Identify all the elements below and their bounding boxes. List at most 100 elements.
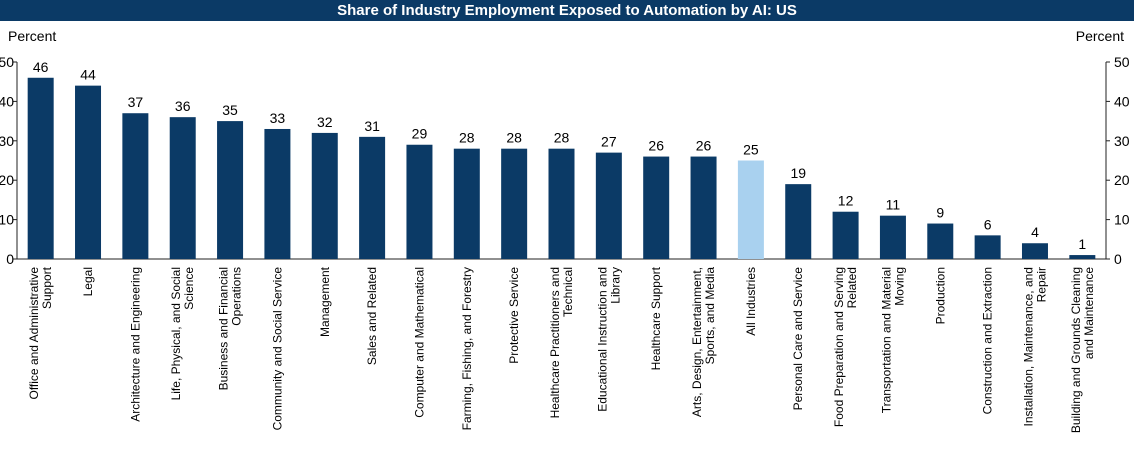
x-tick-label-line: Life, Physical, and Social xyxy=(169,267,183,400)
data-label: 4 xyxy=(1031,224,1039,240)
bar xyxy=(690,156,717,259)
x-tick-label: Community and Social Service xyxy=(270,267,284,431)
bar xyxy=(832,211,859,259)
y-tick-label-right: 10 xyxy=(1114,212,1130,228)
x-tick-label-line: Production xyxy=(933,267,947,324)
bar xyxy=(311,132,338,259)
x-tick-label-line: Moving xyxy=(892,267,906,306)
data-label: 26 xyxy=(648,138,664,154)
data-label: 9 xyxy=(936,205,944,221)
x-tick-label-line: Related xyxy=(845,267,859,308)
x-tick-label: Arts, Design, Entertainment,Sports, and … xyxy=(690,267,717,417)
data-label: 1 xyxy=(1078,236,1086,252)
y-axis-label-left: Percent xyxy=(8,28,56,44)
x-tick-label-line: Arts, Design, Entertainment, xyxy=(690,267,704,417)
x-tick-label: Business and FinancialOperations xyxy=(217,267,244,390)
bar xyxy=(169,117,196,259)
x-tick-label: Construction and Extraction xyxy=(981,267,995,414)
x-tick-label-line: Architecture and Engineering xyxy=(128,267,142,422)
x-tick-label: Food Preparation and ServingRelated xyxy=(832,267,859,427)
y-tick-label-left: 0 xyxy=(6,251,14,267)
x-tick-label-line: Personal Care and Service xyxy=(791,267,805,411)
data-label: 11 xyxy=(886,197,901,213)
y-tick-label-right: 20 xyxy=(1114,172,1130,188)
x-tick-label-line: Computer and Mathematical xyxy=(412,267,426,418)
data-label: 29 xyxy=(412,126,428,142)
x-tick-label: Building and Grounds Cleaningand Mainten… xyxy=(1069,267,1096,433)
data-label: 25 xyxy=(743,142,759,158)
bar xyxy=(879,215,906,259)
bar xyxy=(785,184,812,259)
x-tick-label: Legal xyxy=(81,267,95,296)
y-tick-label-right: 0 xyxy=(1114,251,1122,267)
x-tick-label-line: Healthcare Support xyxy=(649,266,663,370)
data-label: 44 xyxy=(80,67,96,83)
x-tick-label: Architecture and Engineering xyxy=(128,267,142,422)
x-tick-label-line: Food Preparation and Serving xyxy=(832,267,846,427)
bar xyxy=(548,148,575,259)
data-label: 12 xyxy=(838,193,854,209)
bar xyxy=(501,148,528,259)
bar xyxy=(737,160,764,259)
x-tick-label-line: Library xyxy=(608,267,622,304)
x-tick-label-line: Farming, Fishing, and Forestry xyxy=(460,267,474,430)
x-tick-label: Production xyxy=(933,267,947,324)
x-tick-label-line: Sports, and Media xyxy=(703,267,717,365)
x-tick-label-line: Support xyxy=(40,266,54,309)
data-label: 26 xyxy=(696,138,712,154)
x-tick-label: Installation, Maintenance, andRepair xyxy=(1021,267,1048,426)
y-tick-label-right: 50 xyxy=(1114,54,1130,70)
y-tick-label-left: 40 xyxy=(0,93,14,109)
bar xyxy=(75,85,102,259)
data-label: 31 xyxy=(364,118,380,134)
x-tick-label-line: Science xyxy=(182,267,196,310)
bar xyxy=(122,113,149,259)
y-tick-label-right: 30 xyxy=(1114,133,1130,149)
x-tick-label-line: Operations xyxy=(230,267,244,326)
x-tick-label: Personal Care and Service xyxy=(791,267,805,411)
data-label: 36 xyxy=(175,98,191,114)
bar xyxy=(643,156,670,259)
bar xyxy=(974,235,1001,259)
x-tick-label-line: Office and Administrative xyxy=(27,267,41,400)
bar xyxy=(453,148,480,259)
x-tick-label-line: Healthcare Practitioners and xyxy=(548,267,562,418)
x-tick-label: Management xyxy=(318,266,332,337)
bar xyxy=(1069,255,1096,259)
data-label: 33 xyxy=(270,110,286,126)
x-tick-label-line: Repair xyxy=(1034,267,1048,302)
bar xyxy=(927,223,954,259)
x-tick-label: Transportation and MaterialMoving xyxy=(879,267,906,413)
data-label: 28 xyxy=(506,130,522,146)
bar xyxy=(595,152,622,259)
bar xyxy=(1021,243,1048,259)
data-label: 35 xyxy=(222,102,238,118)
x-tick-label: Life, Physical, and SocialScience xyxy=(169,267,196,401)
y-tick-label-left: 10 xyxy=(0,212,14,228)
x-tick-label: Educational Instruction andLibrary xyxy=(595,267,622,412)
x-tick-label: Protective Service xyxy=(507,267,521,364)
x-tick-label: Office and AdministrativeSupport xyxy=(27,266,54,399)
x-tick-label-line: Building and Grounds Cleaning xyxy=(1069,267,1083,433)
data-label: 19 xyxy=(790,165,806,181)
data-label: 28 xyxy=(459,130,475,146)
bar xyxy=(217,121,244,259)
y-tick-label-left: 50 xyxy=(0,54,14,70)
x-tick-label-line: Transportation and Material xyxy=(879,267,893,413)
x-tick-label-line: Legal xyxy=(81,267,95,296)
y-tick-label-left: 20 xyxy=(0,172,14,188)
x-tick-label-line: All Industries xyxy=(744,267,758,336)
bar xyxy=(264,128,291,259)
x-tick-label-line: Installation, Maintenance, and xyxy=(1021,267,1035,426)
x-tick-label-line: Protective Service xyxy=(507,267,521,364)
y-tick-label-left: 30 xyxy=(0,133,14,149)
x-tick-label: Farming, Fishing, and Forestry xyxy=(460,267,474,430)
x-tick-label: Computer and Mathematical xyxy=(412,267,426,418)
x-tick-label-line: Business and Financial xyxy=(217,267,231,390)
data-label: 32 xyxy=(317,114,333,130)
chart-title: Share of Industry Employment Exposed to … xyxy=(0,0,1134,21)
y-axis-label-right: Percent xyxy=(1076,28,1124,44)
x-tick-label-line: Community and Social Service xyxy=(270,267,284,431)
x-tick-label-line: Sales and Related xyxy=(365,267,379,365)
